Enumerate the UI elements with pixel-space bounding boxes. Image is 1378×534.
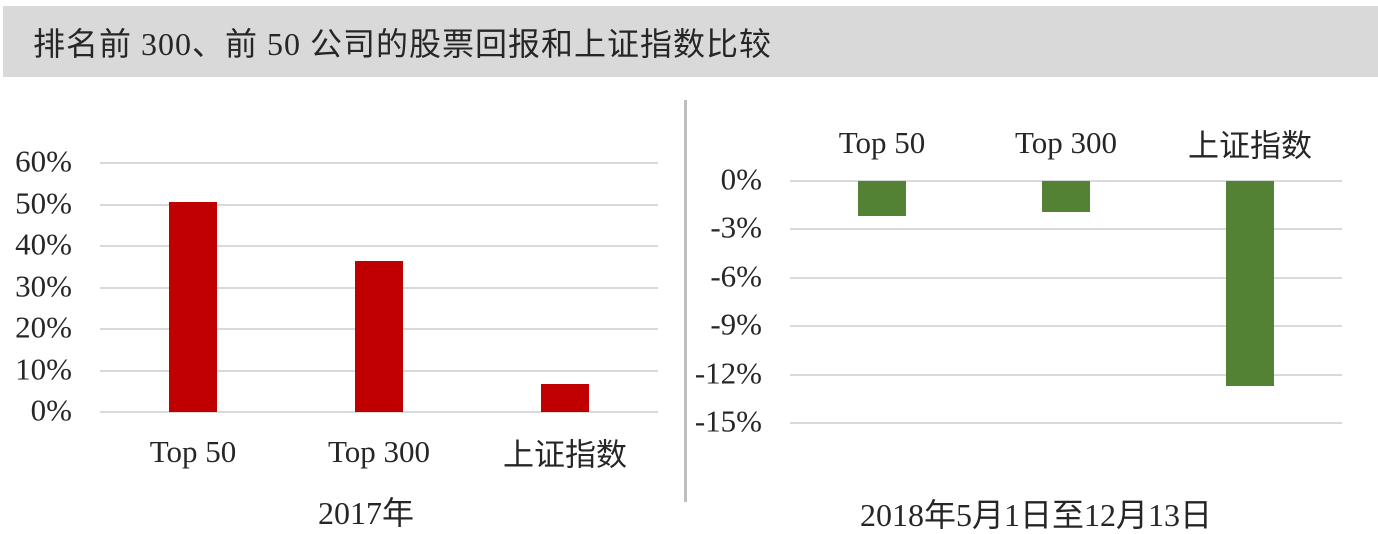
bar-top-50 — [858, 181, 906, 216]
y-tick-label--6%: -6% — [710, 258, 762, 294]
gridline-50% — [100, 204, 658, 206]
y-tick-label-40%: 40% — [15, 226, 72, 262]
category-label-top-50: Top 50 — [149, 434, 237, 469]
y-tick-label-0%: 0% — [720, 161, 762, 197]
x-axis-title-2017: 2017年 — [317, 495, 415, 531]
y-tick-label--15%: -15% — [694, 403, 762, 439]
gridline-60% — [100, 162, 658, 164]
y-tick-label-60%: 60% — [15, 143, 72, 179]
y-tick-label--9%: -9% — [710, 306, 762, 342]
y-tick-label-0%: 0% — [30, 392, 72, 428]
y-tick-label-20%: 20% — [15, 309, 72, 345]
bar-top-300 — [1042, 181, 1090, 212]
gridline--6% — [790, 277, 1342, 279]
bar-top-50 — [169, 202, 217, 412]
y-tick-label--12%: -12% — [694, 355, 762, 391]
bar-top-300 — [355, 261, 403, 412]
x-axis-title-2018: 2018年5月1日至12月13日 — [859, 497, 1213, 533]
gridline--3% — [790, 228, 1342, 230]
chart-divider — [684, 100, 687, 502]
gridline--9% — [790, 325, 1342, 327]
category-label-sse-index: 上证指数 — [1188, 128, 1312, 164]
category-label-top-50: Top 50 — [838, 125, 926, 160]
y-tick-label-30%: 30% — [15, 268, 72, 304]
y-tick-label-10%: 10% — [15, 351, 72, 387]
gridline--12% — [790, 374, 1342, 376]
bar-sse-index — [541, 384, 589, 412]
figure-title: 排名前 300、前 50 公司的股票回报和上证指数比较 — [33, 25, 773, 62]
y-tick-label--3%: -3% — [710, 209, 762, 245]
gridline-40% — [100, 245, 658, 247]
gridline--15% — [790, 422, 1342, 424]
figure-title-bar: 排名前 300、前 50 公司的股票回报和上证指数比较 — [3, 6, 1378, 77]
category-label-sse-index: 上证指数 — [503, 437, 627, 473]
category-label-top-300: Top 300 — [327, 434, 431, 469]
bar-sse-index — [1226, 181, 1274, 386]
gridline-0% — [100, 411, 658, 413]
y-tick-label-50%: 50% — [15, 185, 72, 221]
category-label-top-300: Top 300 — [1014, 125, 1118, 160]
